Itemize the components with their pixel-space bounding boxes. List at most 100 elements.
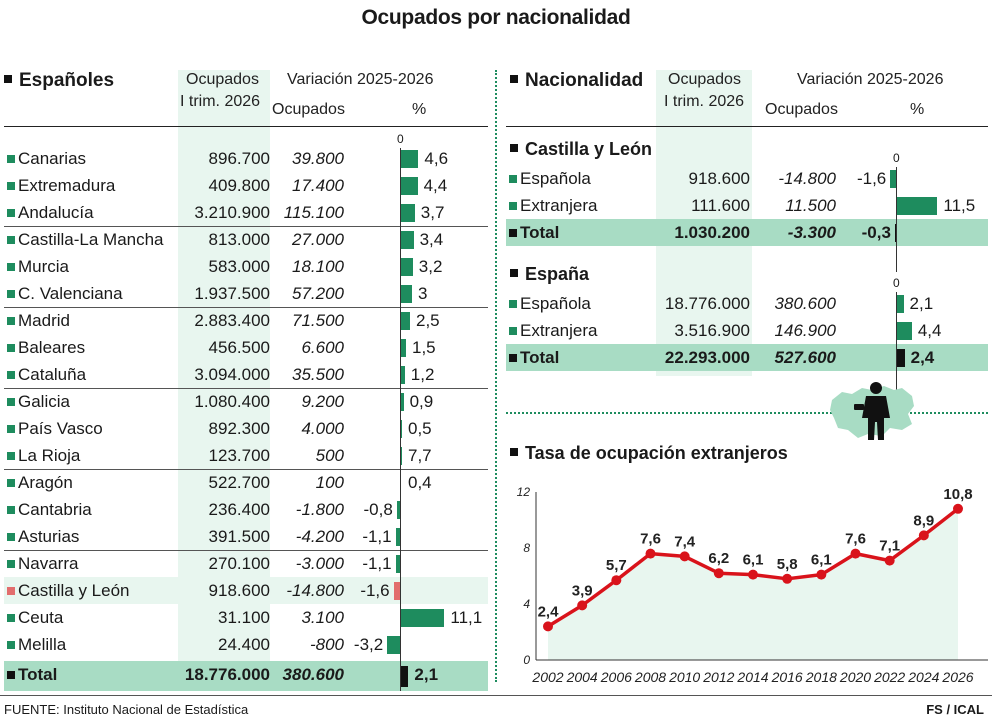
group-zero-label: 0 <box>893 276 900 290</box>
row-variacion: -3.300 <box>787 223 836 242</box>
x-tick-label: 2020 <box>839 669 871 685</box>
right-header-variacion: Variación 2025-2026 <box>797 71 944 88</box>
row-pct: -1,6 <box>360 581 390 600</box>
data-point <box>782 573 793 584</box>
row-pct-bar <box>890 170 896 188</box>
x-tick-label: 2004 <box>566 669 598 685</box>
table-row: Española 918.600 -14.800 -1,6 <box>506 165 988 192</box>
row-pct: 2,5 <box>416 311 440 330</box>
data-point <box>611 575 622 586</box>
row-bullet-icon <box>7 371 15 379</box>
footer-divider <box>0 695 992 696</box>
data-point <box>816 569 827 580</box>
row-ocupados: 522.700 <box>208 473 270 492</box>
data-label: 6,2 <box>708 550 729 567</box>
left-header-ocupados-2: I trim. 2026 <box>180 93 261 110</box>
row-name: Española <box>520 169 591 188</box>
left-group-divider <box>4 307 488 308</box>
row-pct: 4,4 <box>423 176 448 195</box>
row-name: La Rioja <box>18 446 81 465</box>
row-bullet-icon <box>7 533 15 541</box>
left-header-sub-ocupados: Ocupados <box>272 101 345 118</box>
row-bullet-icon <box>509 327 517 335</box>
row-pct: 3 <box>418 284 428 303</box>
row-ocupados: 22.293.000 <box>664 348 750 367</box>
right-header-sub-pct: % <box>910 101 925 118</box>
row-name: Andalucía <box>18 203 94 222</box>
row-name: Cataluña <box>18 365 87 384</box>
data-label: 6,1 <box>811 552 832 569</box>
data-label: 7,6 <box>845 531 866 548</box>
row-pct: 0,4 <box>408 473 432 492</box>
row-ocupados: 3.516.900 <box>674 321 750 340</box>
row-bullet-icon <box>7 263 15 271</box>
row-ocupados: 409.800 <box>208 176 270 195</box>
row-pct-bar <box>896 322 912 340</box>
row-variacion: -4.200 <box>295 527 344 546</box>
table-row: Melilla 24.400 -800 -3,2 <box>4 631 488 658</box>
row-ocupados: 31.100 <box>218 608 270 627</box>
row-variacion: -14.800 <box>778 169 836 188</box>
row-pct: 7,7 <box>408 446 432 465</box>
row-variacion: -800 <box>309 635 344 654</box>
footer-credit: FS / ICAL <box>926 702 984 717</box>
footer-source: FUENTE: Instituto Nacional de Estadístic… <box>4 702 249 717</box>
y-tick-label: 8 <box>523 541 530 555</box>
x-tick-label: 2018 <box>805 669 837 685</box>
row-bullet-icon <box>7 209 15 217</box>
table-row: País Vasco 892.300 4.000 0,5 <box>4 415 488 442</box>
row-bullet-icon <box>7 344 15 352</box>
table-row: Extremadura 409.800 17.400 4,4 <box>4 172 488 199</box>
row-pct-bar <box>894 224 897 242</box>
row-ocupados: 123.700 <box>208 446 270 465</box>
row-name: Navarra <box>18 554 79 573</box>
row-variacion: 71.500 <box>292 311 344 330</box>
row-pct: 2,1 <box>909 294 934 313</box>
row-variacion: 17.400 <box>292 176 344 195</box>
table-row: Extranjera 3.516.900 146.900 4,4 <box>506 317 988 344</box>
square-bullet-icon <box>510 74 518 83</box>
row-bullet-icon <box>7 425 15 433</box>
data-label: 7,6 <box>640 531 661 548</box>
row-ocupados: 236.400 <box>208 500 270 519</box>
row-pct-bar <box>400 150 419 168</box>
row-bullet-icon <box>7 641 15 649</box>
row-name: Extranjera <box>520 196 598 215</box>
row-variacion: 35.500 <box>292 365 344 384</box>
data-point <box>645 548 656 559</box>
worker-silhouette <box>854 382 890 440</box>
data-label: 7,4 <box>674 533 696 550</box>
chart-area <box>548 508 958 660</box>
row-bullet-icon <box>7 182 15 190</box>
data-label: 5,8 <box>777 556 798 573</box>
table-row: Asturias 391.500 -4.200 -1,1 <box>4 523 488 550</box>
square-bullet-icon <box>510 144 518 153</box>
table-row: Murcia 583.000 18.100 3,2 <box>4 253 488 280</box>
row-ocupados: 2.883.400 <box>194 311 270 330</box>
row-variacion: 57.200 <box>292 284 344 303</box>
left-group-divider <box>4 388 488 389</box>
row-ocupados: 3.094.000 <box>194 365 270 384</box>
row-variacion: 4.000 <box>301 419 344 438</box>
row-variacion: 39.800 <box>292 149 344 168</box>
row-bullet-icon <box>509 229 517 237</box>
row-variacion: 115.100 <box>283 203 344 222</box>
table-row: Ceuta 31.100 3.100 11,1 <box>4 604 488 631</box>
row-variacion: 3.100 <box>301 608 344 627</box>
row-name: Ceuta <box>18 608 64 627</box>
row-ocupados: 813.000 <box>208 230 270 249</box>
row-pct-bar <box>400 231 414 249</box>
row-pct-bar <box>400 609 445 627</box>
group-zero-label: 0 <box>893 151 900 165</box>
left-zero-label: 0 <box>397 132 404 146</box>
data-label: 6,1 <box>743 552 764 569</box>
left-header-variacion: Variación 2025-2026 <box>287 71 434 88</box>
row-ocupados: 18.776.000 <box>664 294 750 313</box>
row-pct-bar <box>400 339 406 357</box>
data-label: 2,4 <box>538 603 560 620</box>
row-bullet-icon <box>7 671 15 679</box>
row-pct: 1,2 <box>410 365 435 384</box>
row-name: Extranjera <box>520 321 598 340</box>
row-pct-bar <box>400 393 404 411</box>
row-pct: 1,5 <box>412 338 436 357</box>
